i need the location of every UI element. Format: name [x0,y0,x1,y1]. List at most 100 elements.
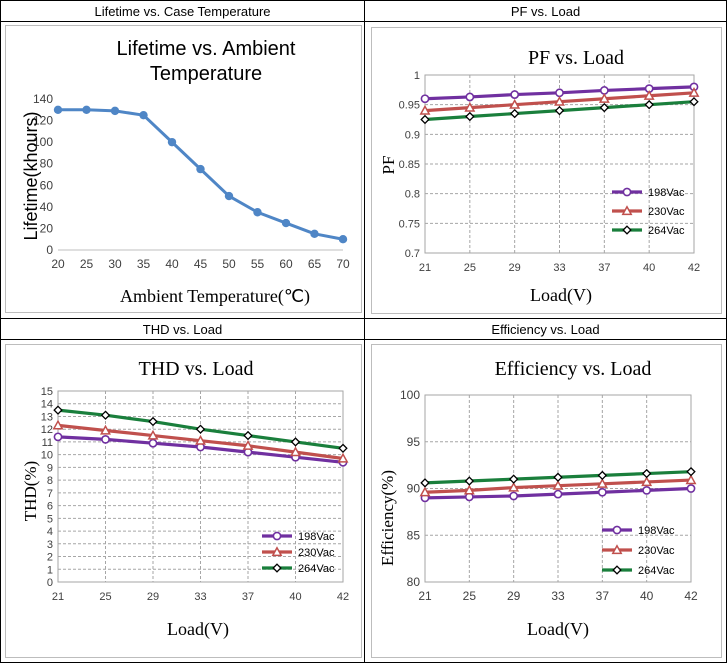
thd-ytick-label: 3 [47,539,53,551]
header-efficiency: Efficiency vs. Load [365,319,726,340]
lifetime-xtick-label: 25 [80,257,94,271]
pf-point-264Vac [599,102,610,113]
efficiency-point-230Vac [508,481,520,492]
panel-efficiency [371,344,722,658]
lifetime-xtick-label: 70 [336,257,350,271]
lifetime-point [310,229,319,239]
efficiency-xtick-label: 29 [507,589,521,603]
header-pf: PF vs. Load [365,1,726,22]
thd-legend-label-198Vac: 198Vac [298,531,335,543]
thd-ytick-label: 8 [47,475,53,487]
thd-point-264Vac [243,430,253,441]
pf-point-264Vac [689,96,699,107]
thd-xtick-label: 25 [99,591,111,603]
pf-point-198Vac [510,90,520,99]
thd-point-264Vac [195,424,206,434]
efficiency-ytick-label: 90 [407,482,421,496]
efficiency-point-230Vac [419,486,431,497]
lifetime-point [338,235,348,244]
efficiency-legend-label-198Vac: 198Vac [638,525,675,537]
thd-legend-marker-264Vac [272,563,282,573]
thd-point-230Vac [52,419,64,430]
thd-ytick-label: 14 [41,399,53,411]
pf-legend-label-264Vac: 264Vac [648,225,685,237]
pf-point-264Vac [509,108,520,119]
efficiency-ylabel: Efficiency(%) [378,470,397,566]
efficiency-point-264Vac [420,478,430,488]
lifetime-point [253,208,262,217]
efficiency-legend-marker-198Vac [612,525,622,535]
pf-point-230Vac [464,101,476,112]
pf-ytick-label: 0.7 [405,248,420,260]
efficiency-title: Efficiency vs. Load [495,358,652,380]
pf-xlabel: Load(V) [530,285,592,306]
thd-ytick-label: 4 [47,526,53,538]
thd-ytick-label: 0 [47,577,53,589]
efficiency-xlabel: Load(V) [527,619,589,640]
efficiency-point-264Vac [686,466,696,477]
thd-point-264Vac [290,437,301,447]
lifetime-point [196,164,205,174]
lifetime-xtick-label: 35 [137,257,151,271]
lifetime-ytick-label: 40 [40,200,54,214]
pf-point-198Vac [465,92,475,102]
thd-point-198Vac [101,434,110,444]
pf-title: PF vs. Load [528,47,624,69]
pf-point-230Vac [598,92,610,103]
cell-thd: THD vs. Load [0,318,365,663]
lifetime-xtick-label: 65 [308,257,322,271]
pf-point-264Vac [644,99,654,110]
pf-xtick-label: 33 [553,262,565,274]
efficiency-ytick-label: 100 [400,388,420,402]
lifetime-point [82,105,91,114]
lifetime-point [110,106,120,116]
efficiency-legend-marker-230Vac [611,544,623,555]
thd-point-230Vac [242,440,254,450]
thd-ytick-label: 1 [47,564,53,576]
lifetime-point [224,191,234,201]
lifetime-series-line-Lifetime [58,108,344,241]
thd-legend-label-230Vac: 230Vac [298,547,335,559]
panel-lifetime [5,25,362,313]
efficiency-point-230Vac [463,484,475,495]
thd-ytick-label: 6 [47,501,53,513]
thd-legend-label-264Vac: 264Vac [298,563,335,575]
thd-point-264Vac [338,443,348,454]
thd-point-230Vac [147,429,159,440]
thd-xtick-label: 37 [242,591,254,603]
thd-point-198Vac [53,432,63,442]
efficiency-point-198Vac [509,491,519,501]
thd-ytick-label: 10 [41,450,53,462]
efficiency-point-198Vac [553,489,563,499]
thd-xtick-label: 40 [289,591,301,603]
lifetime-title: Temperature [150,63,262,85]
thd-ytick-label: 2 [47,552,53,564]
pf-xtick-label: 40 [643,262,655,274]
thd-point-198Vac [148,438,158,448]
thd-point-230Vac [100,424,111,435]
pf-point-230Vac [554,95,565,106]
pf-point-264Vac [554,105,565,116]
pf-point-264Vac [465,111,475,122]
efficiency-point-230Vac [685,474,697,485]
lifetime-xtick-label: 40 [165,257,179,271]
pf-point-230Vac [643,90,655,100]
thd-xtick-label: 42 [337,591,349,603]
pf-xtick-label: 21 [419,262,431,274]
thd-point-264Vac [53,405,63,415]
panel-thd [5,344,362,658]
efficiency-ytick-label: 95 [407,435,421,449]
lifetime-ytick-label: 0 [46,243,53,257]
pf-point-230Vac [509,98,521,109]
pf-ytick-label: 0.9 [405,129,420,141]
efficiency-point-264Vac [464,476,475,486]
pf-legend-label-198Vac: 198Vac [648,187,685,199]
efficiency-point-230Vac [552,479,564,490]
efficiency-xtick-label: 40 [640,589,654,603]
lifetime-ytick-label: 140 [33,92,53,106]
cell-efficiency: Efficiency vs. Load [364,318,727,663]
thd-point-230Vac [337,452,349,463]
thd-legend-marker-198Vac [272,531,282,541]
lifetime-ytick-label: 100 [33,135,53,149]
lifetime-ytick-label: 80 [40,157,54,171]
